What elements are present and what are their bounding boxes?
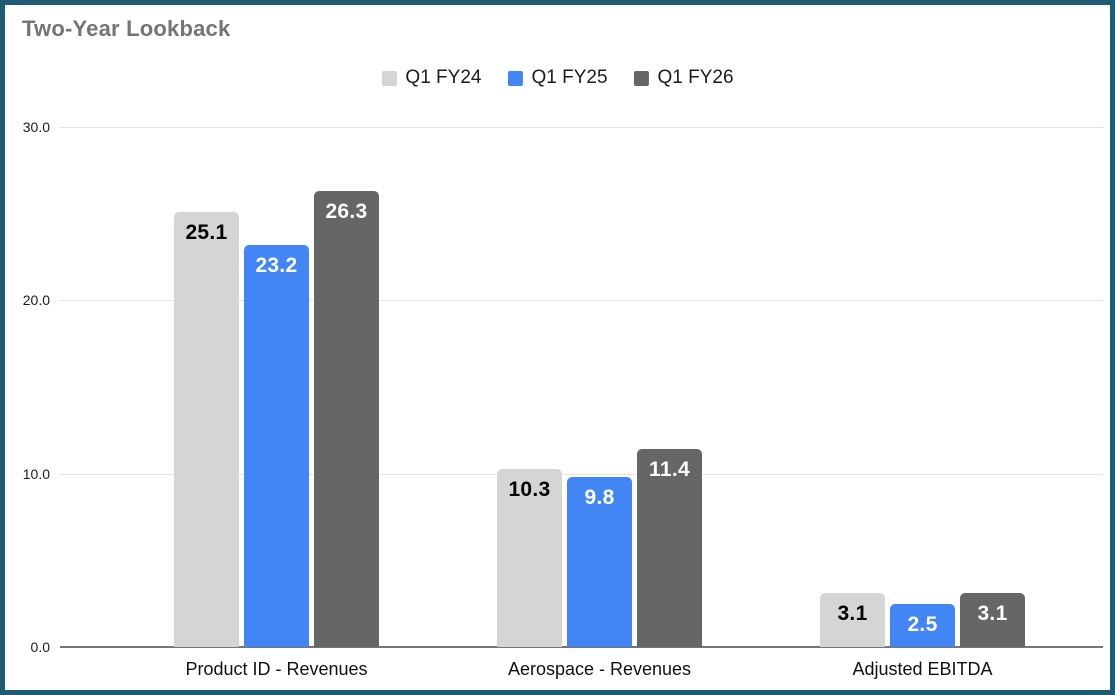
plot-area: 30.0 20.0 10.0 0.0 25.1 23.2 26.3 Product ID - … [23, 119, 1103, 679]
bar-q1-fy24-aerospace-revenues: 10.3 [497, 468, 562, 647]
bar-q1-fy24-adjusted-ebitda: 3.1 [820, 593, 885, 647]
gridline-30-0 [60, 127, 1103, 128]
y-tick-label-10-0: 10.0 [22, 465, 50, 482]
bar-q1-fy26-adjusted-ebitda: 3.1 [960, 593, 1025, 647]
x-category-label-aerospace-revenues: Aerospace - Revenues [507, 659, 692, 679]
legend-swatch-icon [381, 70, 397, 86]
chart-canvas: Two-Year Lookback Q1 FY24 Q1 FY25 Q1 FY26 … [5, 5, 1110, 690]
bar-q1-fy26-product-id-revenues: 26.3 [314, 191, 379, 647]
legend-swatch-icon [633, 70, 649, 86]
legend-label: Q1 FY26 [657, 67, 734, 88]
legend-item-q1-fy26: Q1 FY26 [633, 67, 734, 89]
bar-q1-fy24-product-id-revenues: 25.1 [174, 211, 239, 647]
bar-value-label: 9.8 [584, 486, 615, 510]
legend-item-q1-fy24: Q1 FY24 [381, 67, 481, 89]
legend-label: Q1 FY25 [531, 67, 608, 88]
bar-value-label: 11.4 [649, 458, 690, 482]
bar-value-label: 26.3 [325, 200, 368, 224]
bar-value-label: 23.2 [255, 253, 298, 277]
bar-value-label: 10.3 [508, 477, 551, 501]
bar-value-label: 3.1 [977, 602, 1008, 626]
gridline-20-0 [60, 300, 1103, 302]
y-tick-label-20-0: 20.0 [22, 292, 50, 309]
legend-label: Q1 FY24 [405, 67, 482, 88]
chart-title: Two-Year Lookback [22, 16, 231, 41]
bar-value-label: 3.1 [837, 602, 868, 626]
bar-q1-fy25-adjusted-ebitda: 2.5 [890, 603, 955, 647]
bar-q1-fy25-product-id-revenues: 23.2 [244, 244, 309, 647]
legend-item-q1-fy25: Q1 FY25 [507, 67, 608, 89]
bar-value-label: 2.5 [907, 612, 938, 636]
x-category-label-adjusted-ebitda: Adjusted EBITDA [852, 659, 993, 679]
gridline-10-0 [60, 473, 1103, 475]
legend-swatch-icon [507, 70, 523, 86]
bar-value-label: 25.1 [185, 220, 228, 244]
x-category-label-product-id-revenues: Product ID - Revenues [185, 659, 368, 679]
legend: Q1 FY24 Q1 FY25 Q1 FY26 [381, 67, 734, 89]
y-tick-label-0-0: 0.0 [30, 639, 50, 655]
bar-q1-fy26-aerospace-revenues: 11.4 [637, 449, 702, 647]
bar-q1-fy25-aerospace-revenues: 9.8 [567, 477, 632, 647]
x-axis-baseline [60, 646, 1103, 648]
y-tick-label-30-0: 30.0 [22, 119, 50, 135]
